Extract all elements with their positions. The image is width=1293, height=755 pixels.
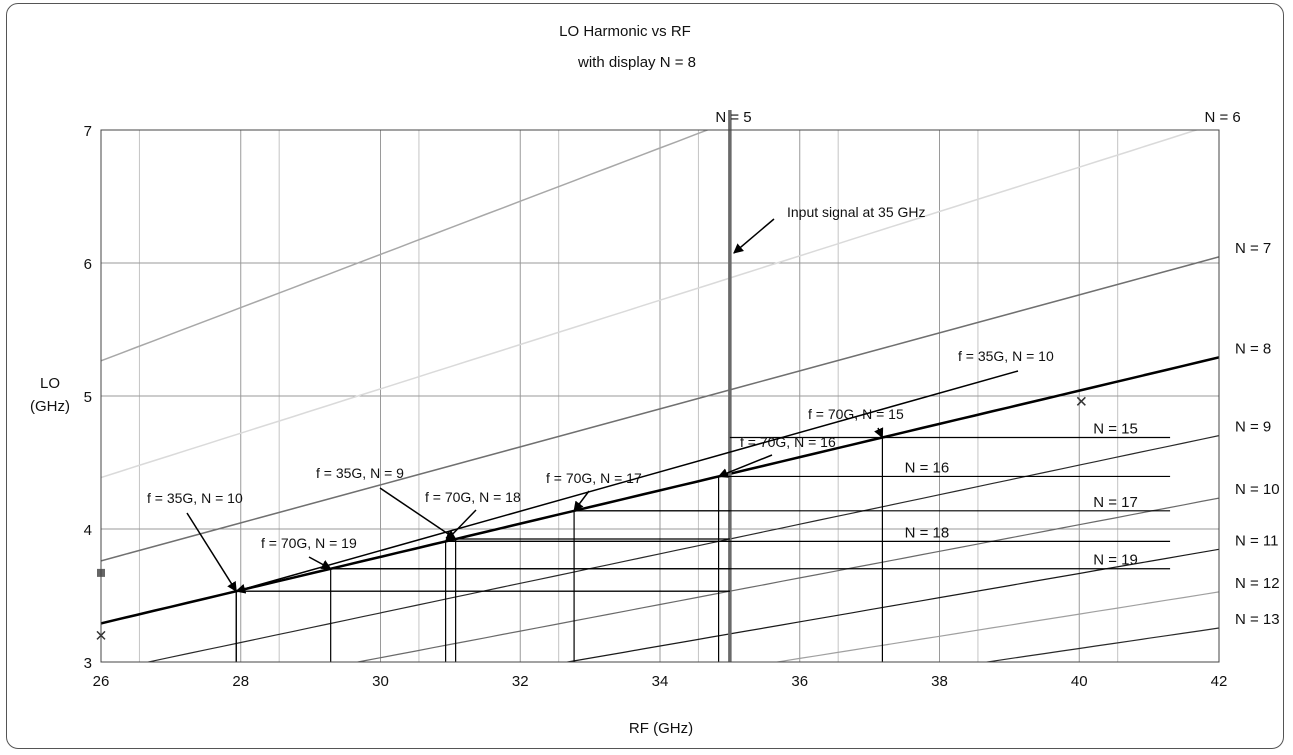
plot-area-border (100, 129, 1220, 663)
chart-title: LO Harmonic vs RF (559, 23, 691, 40)
series-label-n8: N = 8 (1235, 340, 1271, 357)
series-label-n6: N = 6 (1204, 109, 1240, 126)
chart-subtitle: with display N = 8 (577, 54, 696, 71)
series-line-n7 (101, 256, 1219, 562)
response-label-n15: N = 15 (1093, 420, 1138, 437)
response-label-n18: N = 18 (905, 524, 950, 541)
x-tick-label: 40 (1071, 673, 1088, 690)
series-label-n9: N = 9 (1235, 419, 1271, 436)
y-tick-label: 7 (84, 123, 92, 140)
series-label-n5: N = 5 (715, 109, 751, 126)
marker-x (1076, 396, 1086, 406)
y-tick-label: 6 (84, 256, 92, 273)
response-group: Input signal at 35 GHz N = 15 N = 16 N = 17… (96, 110, 1171, 662)
series-label-n13: N = 13 (1235, 611, 1280, 628)
series-label-n7: N = 7 (1235, 240, 1271, 257)
response-label-n19: N = 19 (1093, 552, 1138, 569)
annotations: f = 35G, N = 10 f = 70G, N = 19 f = 35G, N… (147, 348, 1054, 594)
annotation-arrow (874, 427, 884, 439)
series-line-n8 (101, 356, 1219, 625)
y-tick-label: 3 (84, 655, 92, 672)
x-tick-labels: 26 28 30 32 34 36 38 40 42 (93, 673, 1228, 690)
series-line-n10 (354, 497, 1219, 662)
x-tick-label: 32 (512, 673, 529, 690)
series-label-n10: N = 10 (1235, 481, 1280, 498)
annotation-label: f = 70G, N = 15 (808, 406, 904, 422)
x-tick-label: 28 (232, 673, 249, 690)
response-label-n16: N = 16 (905, 459, 950, 476)
x-tick-label: 36 (791, 673, 808, 690)
annotation-label: f = 35G, N = 10 (147, 490, 243, 506)
chart-frame (6, 3, 1284, 749)
annotation-label: f = 35G, N = 9 (316, 465, 404, 481)
x-tick-label: 30 (372, 673, 389, 690)
y-tick-labels: 3 4 5 6 7 (84, 123, 92, 672)
y-tick-label: 5 (84, 389, 92, 406)
x-tick-label: 26 (93, 673, 110, 690)
annotation-label: f = 70G, N = 16 (740, 434, 836, 450)
annotation-label: f = 35G, N = 10 (958, 348, 1054, 364)
series-line-n9 (145, 435, 1219, 662)
series-line-n13 (982, 627, 1219, 662)
annotation-arrow (717, 454, 773, 478)
input-signal-label: Input signal at 35 GHz (787, 204, 926, 220)
annotation-label: f = 70G, N = 19 (261, 535, 357, 551)
series-line-n11 (563, 548, 1219, 662)
x-tick-label: 42 (1211, 673, 1228, 690)
annotation-label: f = 70G, N = 17 (546, 470, 642, 486)
y-axis-label-line1: LO (40, 375, 60, 392)
series-line-n5 (101, 130, 710, 362)
annotation-arrow (573, 490, 590, 512)
series-labels: N = 5 N = 6 N = 7 N = 8 N = 9 N = 10 N = 11 N =… (715, 109, 1279, 628)
annotation-arrow (235, 370, 1019, 594)
series-line-n12 (773, 591, 1219, 662)
annotation-arrow (379, 487, 457, 540)
response-label-n17: N = 17 (1093, 494, 1138, 511)
annotation-arrow (444, 509, 477, 543)
series-line-n6 (101, 130, 1199, 479)
x-tick-label: 38 (931, 673, 948, 690)
annotation-label: f = 70G, N = 18 (425, 489, 521, 505)
x-axis-label: RF (GHz) (629, 720, 693, 737)
series-group (101, 130, 1219, 662)
series-label-n12: N = 12 (1235, 575, 1280, 592)
annotation-arrow (186, 512, 237, 593)
y-tick-label: 4 (84, 522, 92, 539)
input-signal-arrow (733, 218, 775, 254)
x-tick-label: 34 (652, 673, 669, 690)
y-axis-label-line2: (GHz) (30, 398, 70, 415)
annotation-arrow (308, 556, 332, 570)
series-label-n11: N = 11 (1235, 532, 1279, 549)
